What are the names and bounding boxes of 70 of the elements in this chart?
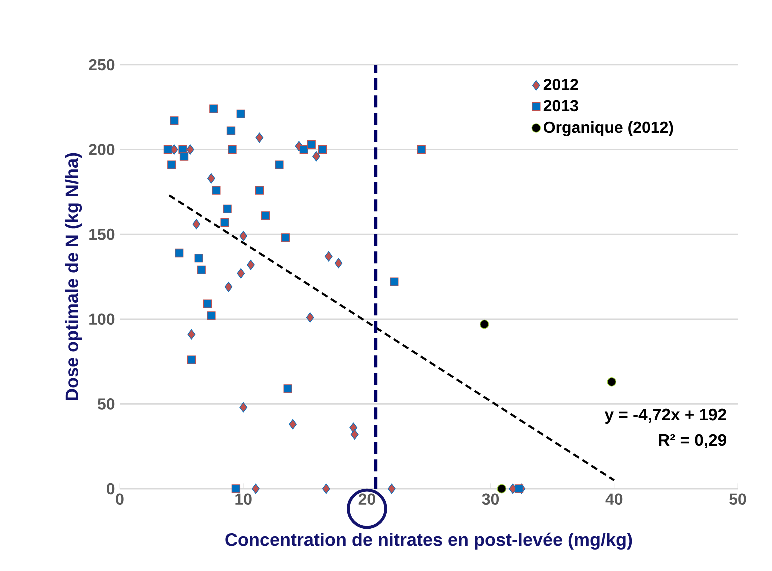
point — [417, 145, 426, 154]
point — [322, 484, 330, 494]
annotation: y = -4,72x + 192 — [604, 408, 726, 424]
point — [275, 160, 284, 170]
point — [497, 484, 507, 494]
point — [197, 266, 206, 275]
point — [240, 402, 248, 413]
point — [220, 218, 230, 228]
point — [514, 484, 524, 494]
legend-label: 2012 — [544, 79, 578, 90]
point — [350, 430, 359, 440]
point — [192, 219, 201, 230]
point — [247, 260, 255, 270]
point — [281, 234, 290, 242]
y-tick-label: 150 — [90, 228, 115, 240]
point — [237, 268, 246, 279]
point — [180, 152, 189, 161]
point — [164, 145, 173, 154]
point — [480, 320, 490, 330]
point — [334, 258, 343, 269]
point — [203, 300, 212, 308]
point — [188, 330, 196, 340]
point — [318, 145, 328, 154]
annotation: R² = 0,29 — [659, 434, 726, 449]
y-tick-label: 0 — [107, 483, 115, 495]
point — [210, 104, 218, 114]
point — [324, 252, 333, 262]
x-tick-label: 20 — [358, 494, 376, 506]
x-axis-title: Concentration de nitrates en post-levée (mg/kg) — [226, 532, 632, 550]
y-tick-label: 100 — [90, 314, 115, 326]
point — [300, 145, 308, 154]
point — [306, 312, 314, 323]
point — [388, 484, 396, 494]
point — [252, 484, 260, 494]
y-tick-label: 200 — [89, 144, 115, 156]
point — [194, 254, 204, 263]
x-tick-label: 0 — [116, 494, 124, 506]
point — [284, 384, 292, 394]
point — [226, 126, 236, 136]
x-tick-label: 40 — [606, 494, 623, 506]
point — [175, 248, 184, 258]
point — [312, 151, 320, 162]
point — [262, 212, 270, 220]
point — [207, 312, 216, 320]
point — [186, 144, 194, 155]
point — [289, 419, 297, 430]
point — [255, 186, 264, 195]
y-axis-title: Dose optimale de N (kg N/ha) — [65, 153, 82, 400]
x-tick-label: 10 — [236, 494, 252, 506]
point — [223, 204, 232, 214]
y-tick-label: 50 — [98, 398, 115, 410]
x-tick-label: 30 — [482, 494, 500, 506]
point — [236, 110, 246, 119]
x-tick-label: 50 — [730, 494, 746, 506]
point — [224, 282, 233, 292]
y-tick-label: 250 — [89, 59, 115, 71]
point — [390, 278, 399, 286]
point — [607, 378, 617, 387]
legend-label: 2013 — [544, 100, 578, 112]
point — [187, 356, 196, 364]
point — [232, 484, 241, 494]
point — [256, 132, 264, 144]
point — [170, 116, 179, 126]
point — [208, 173, 216, 184]
point — [168, 160, 176, 170]
point — [307, 140, 316, 150]
point — [240, 231, 248, 242]
point — [212, 186, 221, 195]
legend-label: Organique (2012) — [544, 121, 674, 136]
point — [228, 145, 237, 154]
